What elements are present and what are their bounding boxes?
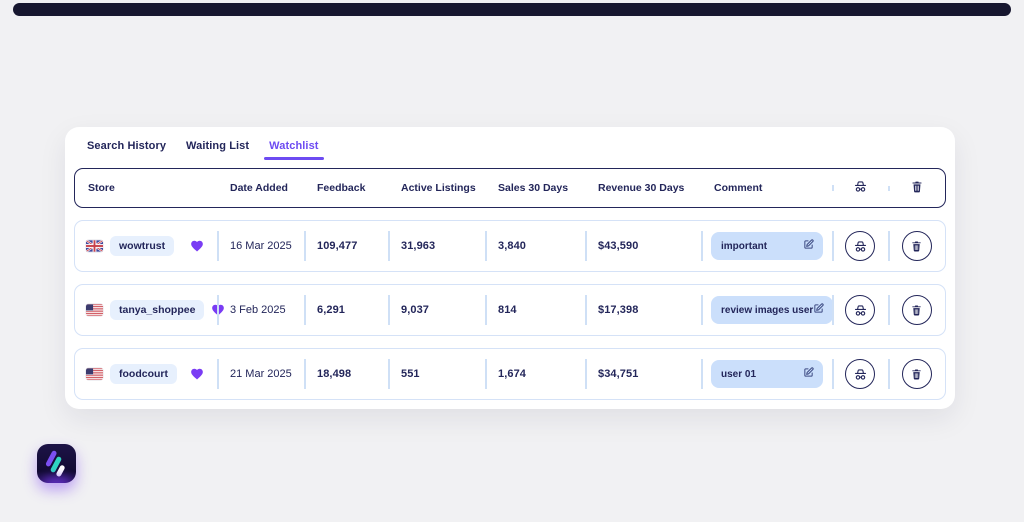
table-header: Store Date Added Feedback Active Listing… (74, 168, 946, 208)
comment-cell: user 01 (701, 349, 832, 399)
column-header-active-listings: Active Listings (388, 182, 485, 194)
feedback-cell: 18,498 (304, 349, 388, 399)
zik-analytics-logo (37, 444, 76, 483)
edit-icon[interactable] (803, 367, 814, 381)
spy-icon (853, 179, 868, 197)
store-name-pill[interactable]: wowtrust (110, 236, 175, 256)
column-header-date-added: Date Added (217, 182, 304, 194)
spy-button[interactable] (845, 231, 875, 261)
delete-button[interactable] (901, 231, 932, 261)
revenue-30-days-cell: $34,751 (585, 349, 701, 399)
us-flag-icon (86, 304, 103, 316)
store-cell: tanya_shoppee (75, 285, 225, 335)
logo-stripes-icon (44, 449, 68, 477)
revenue-30-days-cell: $17,398 (585, 285, 701, 335)
heart-icon[interactable] (190, 239, 204, 253)
tab-waiting-list[interactable]: Waiting List (186, 140, 250, 152)
store-name-pill[interactable]: foodcourt (110, 364, 177, 384)
edit-icon[interactable] (813, 303, 824, 317)
delete-button[interactable] (901, 359, 932, 389)
spy-action-cell (832, 285, 888, 335)
comment-text: important (721, 240, 768, 252)
delete-button[interactable] (901, 295, 932, 325)
feedback-cell: 109,477 (304, 221, 388, 271)
tab-bar: Search History Waiting List Watchlist (87, 138, 933, 160)
date-added-cell: 16 Mar 2025 (217, 221, 304, 271)
spy-action-cell (832, 221, 888, 271)
comment-cell: important (701, 221, 832, 271)
spy-action-cell (832, 349, 888, 399)
spy-button[interactable] (845, 359, 875, 389)
feedback-cell: 6,291 (304, 285, 388, 335)
comment-pill[interactable]: user 01 (711, 360, 823, 388)
column-header-feedback: Feedback (304, 182, 388, 194)
revenue-30-days-cell: $43,590 (585, 221, 701, 271)
column-header-spy (832, 179, 888, 197)
uk-flag-icon (86, 240, 103, 252)
column-header-delete (888, 180, 945, 197)
comment-pill[interactable]: important (711, 232, 823, 260)
spy-button[interactable] (845, 295, 875, 325)
delete-action-cell (888, 221, 945, 271)
trash-icon (910, 180, 924, 197)
delete-action-cell (888, 349, 945, 399)
top-window-bar (13, 3, 1011, 16)
table-row: foodcourt 21 Mar 2025 18,498 551 1,674 $… (74, 348, 946, 400)
date-added-cell: 21 Mar 2025 (217, 349, 304, 399)
sales-30-days-cell: 1,674 (485, 349, 585, 399)
active-listings-cell: 31,963 (388, 221, 485, 271)
active-listings-cell: 9,037 (388, 285, 485, 335)
store-cell: wowtrust (75, 221, 217, 271)
edit-icon[interactable] (803, 239, 814, 253)
column-header-store: Store (88, 182, 115, 194)
column-header-sales-30-days: Sales 30 Days (485, 182, 585, 194)
table-row: wowtrust 16 Mar 2025 109,477 31,963 3,84… (74, 220, 946, 272)
delete-action-cell (888, 285, 945, 335)
us-flag-icon (86, 368, 103, 380)
comment-cell: review images user (701, 285, 834, 335)
heart-icon[interactable] (190, 367, 204, 381)
column-header-revenue-30-days: Revenue 30 Days (585, 182, 701, 194)
active-listings-cell: 551 (388, 349, 485, 399)
comment-text: user 01 (721, 368, 757, 380)
tab-watchlist[interactable]: Watchlist (264, 140, 324, 160)
table-row: tanya_shoppee 3 Feb 2025 6,291 9,037 814… (74, 284, 946, 336)
date-added-cell: 3 Feb 2025 (217, 285, 304, 335)
sales-30-days-cell: 814 (485, 285, 585, 335)
store-cell: foodcourt (75, 349, 217, 399)
tab-search-history[interactable]: Search History (87, 140, 167, 152)
watchlist-card: Search History Waiting List Watchlist St… (65, 127, 955, 409)
comment-pill[interactable]: review images user (711, 296, 834, 324)
comment-text: review images user (721, 304, 814, 316)
column-header-comment: Comment (701, 182, 832, 194)
store-name-pill[interactable]: tanya_shoppee (110, 300, 205, 320)
sales-30-days-cell: 3,840 (485, 221, 585, 271)
